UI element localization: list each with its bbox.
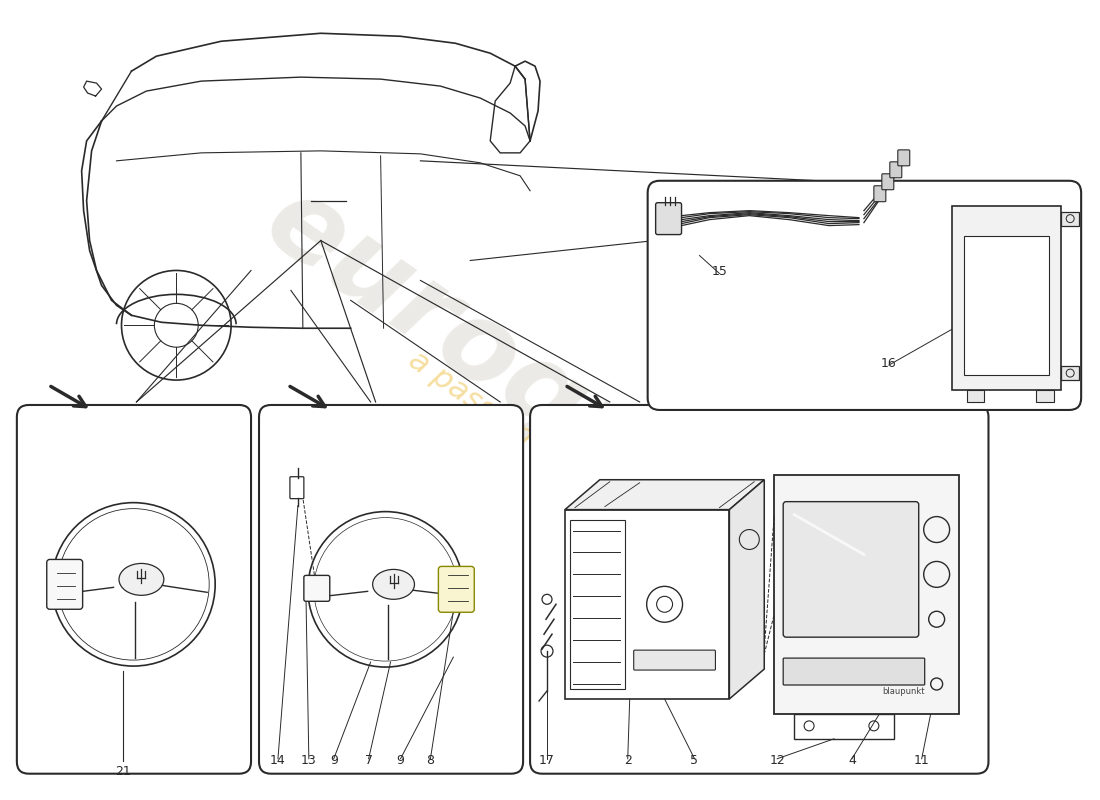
FancyBboxPatch shape	[873, 186, 886, 202]
Text: 12: 12	[769, 754, 785, 766]
FancyBboxPatch shape	[648, 181, 1081, 410]
FancyBboxPatch shape	[783, 658, 925, 685]
FancyBboxPatch shape	[882, 174, 894, 190]
Text: 4: 4	[848, 754, 856, 766]
FancyBboxPatch shape	[952, 206, 1062, 390]
Text: 15: 15	[712, 266, 727, 278]
Text: 8: 8	[427, 754, 434, 766]
FancyBboxPatch shape	[656, 202, 682, 234]
Text: 5: 5	[691, 754, 698, 766]
FancyBboxPatch shape	[47, 559, 82, 610]
Text: 14: 14	[271, 754, 286, 766]
FancyBboxPatch shape	[530, 405, 989, 774]
FancyBboxPatch shape	[439, 566, 474, 612]
Text: 16: 16	[881, 357, 896, 370]
FancyBboxPatch shape	[16, 405, 251, 774]
FancyBboxPatch shape	[783, 502, 918, 637]
Text: 9: 9	[330, 754, 338, 766]
Ellipse shape	[373, 570, 415, 599]
Text: a passion for parts since 1965: a passion for parts since 1965	[403, 346, 798, 634]
Text: 11: 11	[914, 754, 929, 766]
FancyBboxPatch shape	[898, 150, 910, 166]
Ellipse shape	[119, 563, 164, 595]
Text: 9: 9	[397, 754, 405, 766]
FancyBboxPatch shape	[290, 477, 304, 498]
Text: blaupunkt: blaupunkt	[882, 687, 925, 696]
Text: 21: 21	[116, 765, 131, 778]
Text: eurogparts: eurogparts	[245, 167, 874, 653]
FancyBboxPatch shape	[634, 650, 715, 670]
Polygon shape	[774, 474, 958, 714]
Polygon shape	[1036, 390, 1054, 402]
Text: 7: 7	[364, 754, 373, 766]
FancyBboxPatch shape	[304, 575, 330, 602]
FancyBboxPatch shape	[964, 235, 1049, 375]
Text: 2: 2	[624, 754, 631, 766]
Polygon shape	[1062, 212, 1079, 226]
Text: 17: 17	[539, 754, 554, 766]
Polygon shape	[1062, 366, 1079, 380]
Polygon shape	[565, 480, 764, 510]
Polygon shape	[729, 480, 764, 699]
Text: 13: 13	[301, 754, 317, 766]
Polygon shape	[967, 390, 984, 402]
FancyBboxPatch shape	[890, 162, 902, 178]
FancyBboxPatch shape	[258, 405, 524, 774]
